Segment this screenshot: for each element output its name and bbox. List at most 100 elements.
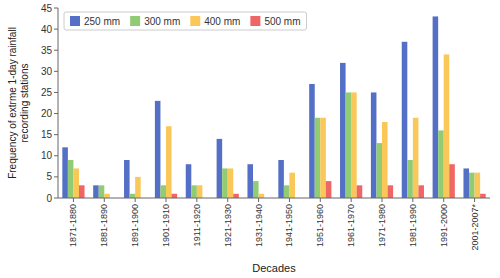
x-tick-label: 1951-1960 (315, 204, 325, 247)
bar (93, 185, 99, 198)
bar (469, 173, 475, 198)
legend-label: 500 mm (264, 16, 300, 27)
legend-swatch (70, 16, 80, 26)
y-tick-label: 10 (41, 150, 53, 161)
y-tick-label: 15 (41, 129, 53, 140)
bar (346, 92, 352, 198)
y-tick-label: 0 (46, 193, 52, 204)
x-tick-label: 1881-1890 (99, 204, 109, 247)
bar (351, 92, 357, 198)
y-tick-label: 40 (41, 24, 53, 35)
bar (191, 185, 197, 198)
x-tick (196, 198, 197, 202)
y-tick-label: 20 (41, 108, 53, 119)
bar (99, 185, 105, 198)
bar (320, 118, 326, 198)
x-tick-label: 1871-1880 (68, 204, 78, 247)
bar (326, 181, 332, 198)
bar (186, 164, 192, 198)
bar (172, 194, 178, 198)
legend-frame (64, 12, 307, 30)
bar (433, 16, 439, 198)
y-tick (54, 134, 58, 135)
legend-label: 400 mm (204, 16, 240, 27)
bar (289, 173, 295, 198)
bar (247, 164, 253, 198)
y-tick (54, 8, 58, 9)
bar (124, 160, 130, 198)
bar (444, 54, 450, 198)
bar (315, 118, 321, 198)
legend-label: 300 mm (144, 16, 180, 27)
bar (357, 185, 363, 198)
y-tick (54, 113, 58, 114)
bar (217, 139, 223, 198)
x-tick-label: 1941-1950 (284, 204, 294, 247)
bar (340, 63, 346, 198)
bar (222, 168, 228, 198)
x-tick (351, 198, 352, 202)
bars (62, 16, 485, 198)
bar (376, 143, 382, 198)
legend-swatch (250, 16, 260, 26)
x-tick (382, 198, 383, 202)
x-tick-label: 1981-1990 (408, 204, 418, 247)
bar (371, 92, 377, 198)
y-axis-label: Frequency of extrme 1-day rainfallrecord… (7, 27, 30, 179)
x-tick-label: 1911-1920 (192, 204, 202, 246)
y-tick (54, 50, 58, 51)
chart: 0510152025303540451871-18801881-18901891… (0, 0, 500, 278)
y-tick (54, 92, 58, 93)
bar (413, 118, 419, 198)
x-tick-label: 1991-2000 (439, 204, 449, 247)
bar (382, 122, 388, 198)
y-tick (54, 176, 58, 177)
bar (259, 194, 265, 198)
x-axis-line (58, 198, 490, 199)
bar (480, 194, 486, 198)
bar (130, 194, 136, 198)
bar (197, 185, 203, 198)
x-tick-label: 1901-1910 (161, 204, 171, 247)
x-tick-label: 1971-1980 (377, 204, 387, 247)
bar (155, 101, 161, 198)
y-axis-label-line: Frequency of extrme 1-day rainfall (7, 27, 18, 179)
legend-swatch (130, 16, 140, 26)
bar (402, 42, 408, 198)
bar (62, 147, 68, 198)
x-tick (443, 198, 444, 202)
x-tick (474, 198, 475, 202)
x-tick (73, 198, 74, 202)
x-tick (289, 198, 290, 202)
bar (228, 168, 234, 198)
bar (68, 160, 74, 198)
y-axis-label-line: recording stations (19, 64, 30, 143)
x-tick (135, 198, 136, 202)
y-tick (54, 155, 58, 156)
x-tick-label: 1891-1900 (130, 204, 140, 247)
bar (463, 168, 469, 198)
bar (438, 130, 444, 198)
y-tick-label: 5 (46, 171, 52, 182)
legend-label: 250 mm (84, 16, 120, 27)
x-tick-label: 2001-2007* (470, 204, 480, 251)
legend-swatch (190, 16, 200, 26)
bar (278, 160, 284, 198)
x-tick (412, 198, 413, 202)
x-tick (320, 198, 321, 202)
x-tick-label: 1921-1930 (223, 204, 233, 247)
bar (449, 164, 455, 198)
y-tick-label: 25 (41, 87, 53, 98)
bar (135, 177, 141, 198)
y-tick (54, 198, 58, 199)
bar (475, 173, 481, 198)
y-tick (54, 29, 58, 30)
y-tick (54, 71, 58, 72)
bar (233, 194, 239, 198)
y-axis-line (58, 8, 59, 198)
x-tick (258, 198, 259, 202)
bar (166, 126, 172, 198)
bar (253, 181, 259, 198)
legend: 250 mm 300 mm 400 mm 500 mm (64, 12, 307, 30)
bar (418, 185, 424, 198)
